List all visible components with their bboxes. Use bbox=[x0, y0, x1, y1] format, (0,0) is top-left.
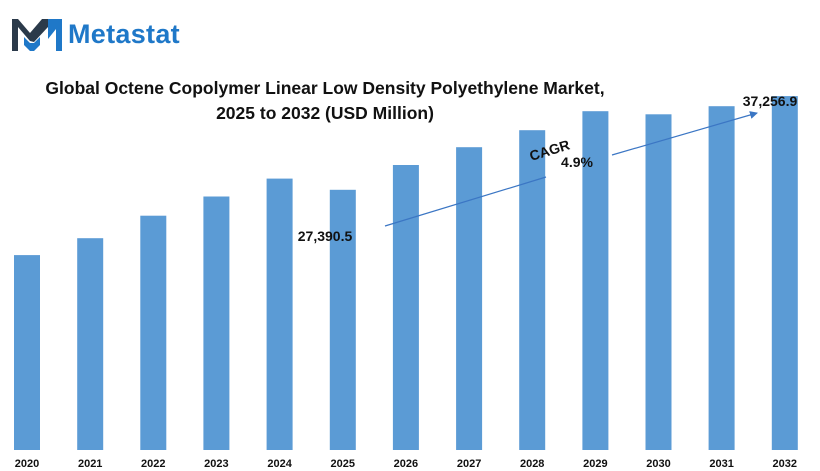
bar-2026 bbox=[392, 165, 419, 450]
x-tick-label-2027: 2027 bbox=[457, 458, 481, 470]
chart-title: Global Octene Copolymer Linear Low Densi… bbox=[0, 76, 650, 126]
x-tick-label-2020: 2020 bbox=[15, 458, 39, 470]
end-value-label: 37,256.9 bbox=[743, 93, 798, 109]
bar-2029 bbox=[582, 111, 609, 450]
chart-title-line-2: 2025 to 2032 (USD Million) bbox=[216, 103, 434, 123]
metastat-logo-icon bbox=[12, 19, 62, 51]
cagr-arrow-line-right bbox=[611, 111, 758, 156]
x-tick-label-2029: 2029 bbox=[583, 458, 607, 470]
brand-logo: Metastat bbox=[10, 14, 180, 54]
x-tick-label-2024: 2024 bbox=[267, 458, 292, 470]
brand-name: Metastat bbox=[68, 18, 180, 49]
bar-2025 bbox=[329, 189, 356, 451]
bar-2020 bbox=[14, 255, 40, 450]
bar-2031 bbox=[708, 106, 735, 450]
x-tick-label-2030: 2030 bbox=[646, 458, 670, 470]
x-tick-label-2028: 2028 bbox=[520, 458, 544, 470]
start-value-label: 27,390.5 bbox=[298, 228, 353, 244]
x-tick-label-2021: 2021 bbox=[78, 458, 102, 470]
x-tick-label-2025: 2025 bbox=[331, 458, 355, 470]
x-tick-label-2026: 2026 bbox=[394, 458, 418, 470]
bar-2030 bbox=[645, 114, 672, 451]
bar-2024 bbox=[266, 178, 293, 450]
x-tick-label-2032: 2032 bbox=[773, 458, 797, 470]
x-tick-label-2022: 2022 bbox=[141, 458, 165, 470]
x-tick-label-2023: 2023 bbox=[204, 458, 228, 470]
bar-2032 bbox=[771, 96, 798, 450]
bar-2022 bbox=[140, 215, 167, 450]
bar-2023 bbox=[203, 196, 230, 450]
chart-title-line-1: Global Octene Copolymer Linear Low Densi… bbox=[45, 78, 605, 98]
cagr-value: 4.9% bbox=[561, 154, 593, 170]
bar-2027 bbox=[456, 147, 483, 450]
bar-2021 bbox=[77, 238, 104, 450]
x-tick-label-2031: 2031 bbox=[709, 458, 733, 470]
cagr-arrow-line-left bbox=[384, 176, 547, 227]
